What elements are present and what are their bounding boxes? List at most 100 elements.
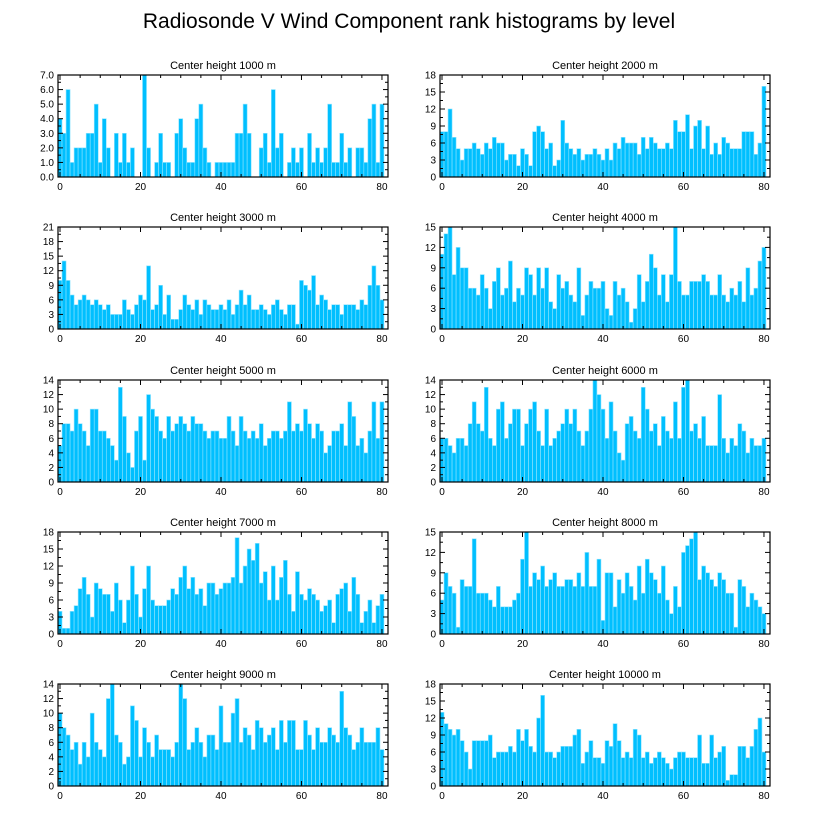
x-tick-label: 40 (597, 182, 609, 193)
bar (218, 705, 224, 787)
bar (584, 430, 590, 483)
bar (612, 430, 618, 483)
bar (463, 445, 469, 483)
bar (283, 560, 288, 635)
bar (697, 579, 702, 635)
bar (226, 582, 232, 635)
bar (134, 594, 139, 635)
y-tick-label: 3 (430, 609, 436, 620)
bar (753, 729, 759, 787)
bar (652, 142, 658, 178)
bar (604, 437, 610, 483)
bar (97, 304, 103, 330)
bar (701, 148, 706, 178)
bar (693, 423, 698, 483)
bar (327, 103, 332, 178)
bar (166, 162, 171, 178)
panel-3: Center height 3000 m 0 20 40 60 80 0 3 6 9 12 15 18 2… (43, 212, 389, 345)
bar (146, 265, 151, 330)
panel-title: Center height 9000 m (170, 669, 276, 681)
bar (532, 572, 537, 635)
bar (202, 605, 208, 635)
bar (596, 757, 602, 787)
bar (471, 142, 477, 178)
x-tick-label: 20 (517, 182, 529, 193)
bar (540, 445, 545, 483)
bar (69, 611, 75, 635)
bar (717, 394, 722, 483)
x-tick-label: 20 (517, 639, 529, 650)
bar (379, 401, 385, 483)
bar (246, 294, 252, 330)
bar (307, 734, 312, 787)
bar (560, 287, 566, 330)
bar (620, 137, 626, 178)
bar (291, 611, 296, 635)
bar (295, 162, 300, 178)
bar (560, 586, 566, 635)
bar (311, 437, 316, 483)
bar (359, 299, 365, 330)
bar (685, 114, 690, 178)
panel-1: Center height 1000 m 0 20 40 60 80 0.0 1.0 2.0 3.… (40, 60, 389, 193)
bar (556, 159, 562, 178)
bar (459, 740, 465, 787)
bar (210, 309, 216, 330)
x-tick-label: 40 (215, 791, 227, 802)
bar (97, 430, 103, 483)
bar (158, 749, 163, 787)
panel-6: Center height 6000 m 0 20 40 60 80 0 2 4 6 8 10 12 14 (425, 365, 771, 498)
bar (331, 304, 336, 330)
bar (628, 321, 634, 330)
bar (741, 586, 747, 635)
bar (182, 565, 188, 635)
bar (548, 751, 553, 787)
bar (279, 437, 284, 483)
bar (439, 253, 445, 330)
bar (323, 299, 328, 330)
bar (166, 749, 171, 787)
bar (487, 437, 493, 483)
y-tick-label: 9 (430, 568, 436, 579)
bar (367, 599, 373, 635)
bar (697, 437, 702, 483)
bar (230, 712, 236, 787)
bar (628, 142, 634, 178)
bar (210, 582, 216, 635)
bar (685, 545, 690, 635)
bar (689, 281, 694, 330)
bar (620, 459, 626, 483)
bar (612, 281, 618, 330)
bar (681, 294, 686, 330)
bar (190, 309, 196, 330)
bar (186, 304, 192, 330)
bar (367, 118, 373, 178)
bar (146, 741, 151, 787)
x-tick-label: 20 (135, 639, 147, 650)
x-tick-label: 60 (296, 334, 308, 345)
y-tick-label: 2 (430, 463, 436, 474)
x-tick-label: 0 (439, 182, 445, 193)
bar (226, 299, 232, 330)
bar (311, 594, 316, 635)
panel-title: Center height 5000 m (170, 365, 276, 377)
bar (475, 148, 481, 178)
x-tick-label: 0 (439, 639, 445, 650)
x-tick-label: 60 (296, 639, 308, 650)
y-tick-label: 15 (43, 545, 55, 556)
x-tick-label: 40 (597, 791, 609, 802)
bar (516, 165, 521, 178)
bar (307, 588, 312, 635)
bar (652, 579, 658, 635)
bar (471, 740, 477, 787)
bar (568, 294, 574, 330)
bar (367, 284, 373, 330)
bar (210, 430, 216, 483)
bar (628, 416, 634, 483)
bar (492, 137, 497, 178)
bar (673, 226, 678, 330)
bar (190, 416, 196, 483)
bar (592, 148, 598, 178)
bar (721, 579, 727, 635)
